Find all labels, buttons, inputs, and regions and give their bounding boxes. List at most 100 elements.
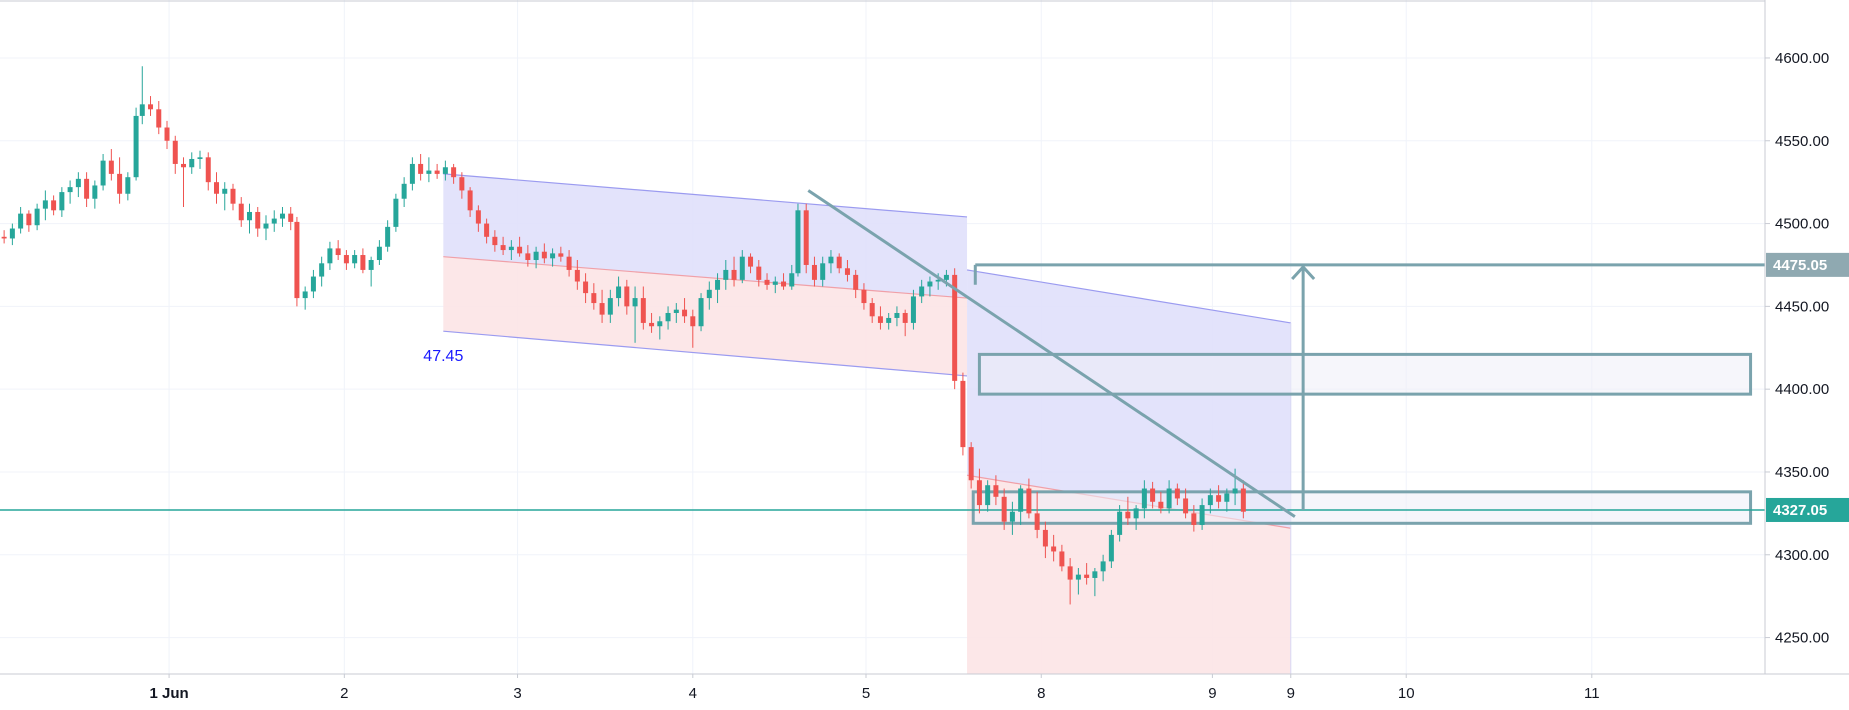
long-arrow-head bbox=[1291, 264, 1316, 280]
candle-down bbox=[591, 293, 597, 304]
candle-down bbox=[960, 380, 966, 448]
candle-down bbox=[1150, 488, 1156, 502]
candle-up bbox=[310, 276, 316, 292]
y-tick-label: 4400.00 bbox=[1775, 381, 1829, 398]
candle-up bbox=[1100, 561, 1106, 572]
candle-down bbox=[952, 274, 958, 381]
candle-down bbox=[599, 303, 605, 315]
candle-up bbox=[1232, 488, 1238, 494]
candle-down bbox=[1, 236, 7, 239]
candle-up bbox=[279, 213, 285, 219]
candle-up bbox=[1207, 495, 1213, 506]
candle-up bbox=[985, 485, 991, 506]
x-tick-label: 9 bbox=[1287, 685, 1295, 702]
candle-up bbox=[828, 256, 834, 264]
candle-down bbox=[492, 236, 498, 246]
candle-down bbox=[214, 182, 220, 194]
candle-up bbox=[67, 187, 73, 193]
candle-up bbox=[886, 317, 892, 323]
candle-up bbox=[75, 178, 81, 188]
candle-up bbox=[368, 259, 374, 270]
candle-down bbox=[181, 163, 187, 168]
candle-up bbox=[42, 200, 48, 209]
candle-down bbox=[1026, 488, 1032, 514]
regression-channel-lower-fill bbox=[443, 256, 968, 376]
candle-up bbox=[1075, 574, 1081, 580]
candle-up bbox=[772, 281, 778, 285]
candle-up bbox=[393, 198, 399, 227]
candle-up bbox=[222, 188, 228, 194]
candle-down bbox=[1067, 566, 1073, 580]
x-tick-label: 8 bbox=[1037, 685, 1045, 702]
regression-channel-upper-line bbox=[443, 173, 968, 218]
price-zone-box bbox=[971, 490, 1753, 525]
candle-up bbox=[401, 183, 407, 199]
regression-channel-mid-line bbox=[443, 256, 968, 299]
candle-down bbox=[467, 190, 473, 211]
candle-up bbox=[9, 228, 15, 239]
candle-down bbox=[541, 251, 547, 259]
candle-down bbox=[993, 485, 999, 497]
x-tick-label: 5 bbox=[862, 685, 870, 702]
candle-up bbox=[263, 223, 269, 229]
candle-down bbox=[1051, 546, 1057, 552]
candle-down bbox=[434, 170, 440, 174]
candle-down bbox=[1158, 501, 1164, 509]
regression-channel-lower-line bbox=[443, 330, 968, 377]
candle-up bbox=[698, 298, 704, 327]
candles-layer bbox=[1, 66, 1246, 605]
candle-down bbox=[255, 211, 261, 229]
candle-up bbox=[34, 208, 40, 226]
candle-down bbox=[566, 256, 572, 270]
candle-down bbox=[172, 140, 178, 164]
candle-down bbox=[148, 104, 154, 110]
regression-channel-2-upper-fill bbox=[967, 269, 1291, 529]
candle-down bbox=[624, 286, 630, 307]
candle-down bbox=[164, 127, 170, 141]
x-tick-label: 3 bbox=[513, 685, 521, 702]
candle-down bbox=[1174, 488, 1180, 499]
candle-down bbox=[1001, 496, 1007, 522]
candle-up bbox=[616, 286, 622, 299]
candle-down bbox=[525, 253, 531, 260]
candle-down bbox=[418, 163, 424, 174]
candle-down bbox=[500, 245, 506, 251]
candle-down bbox=[451, 167, 457, 178]
candle-up bbox=[426, 170, 432, 174]
candle-up bbox=[1108, 534, 1114, 562]
candle-down bbox=[1183, 498, 1189, 514]
x-tick-label: 10 bbox=[1398, 685, 1415, 702]
candle-up bbox=[706, 289, 712, 299]
candle-up bbox=[409, 163, 415, 184]
candle-up bbox=[92, 185, 98, 199]
candle-down bbox=[682, 309, 688, 317]
candle-up bbox=[789, 273, 795, 287]
candle-down bbox=[558, 253, 564, 257]
candle-up bbox=[125, 177, 131, 194]
candle-down bbox=[968, 447, 974, 481]
price-tag-label: 4475.05 bbox=[1773, 257, 1827, 274]
candle-up bbox=[139, 104, 145, 116]
candle-up bbox=[665, 312, 671, 322]
candle-down bbox=[877, 316, 883, 323]
price-tag bbox=[1766, 497, 1849, 522]
candle-up bbox=[100, 160, 106, 186]
x-tick-label: 11 bbox=[1584, 685, 1600, 702]
candle-up bbox=[943, 274, 949, 280]
candle-up bbox=[739, 256, 745, 280]
candle-down bbox=[583, 281, 589, 294]
candle-down bbox=[288, 213, 294, 222]
candle-up bbox=[302, 291, 308, 299]
candle-down bbox=[640, 298, 646, 323]
regression-channel-2-upper-line bbox=[966, 269, 1291, 324]
candle-up bbox=[133, 115, 139, 178]
price-tag bbox=[1766, 252, 1849, 277]
candle-up bbox=[271, 218, 277, 224]
candle-down bbox=[230, 188, 236, 204]
candle-down bbox=[861, 289, 867, 304]
candle-up bbox=[927, 281, 933, 287]
candle-down bbox=[117, 173, 123, 194]
candle-up bbox=[1166, 488, 1172, 509]
trend-line bbox=[807, 189, 1296, 518]
